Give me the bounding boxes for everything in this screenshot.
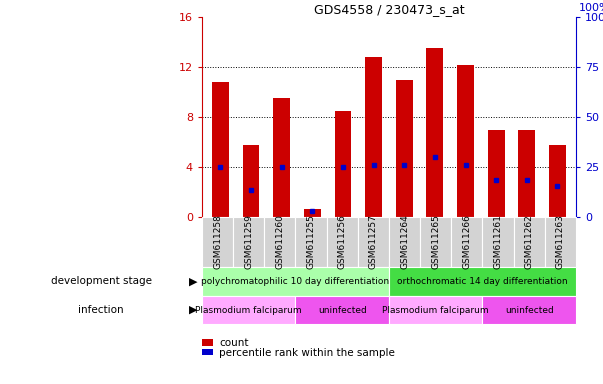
Bar [457, 65, 474, 217]
Text: GSM611257: GSM611257 [369, 215, 378, 269]
Bar [273, 98, 290, 217]
Text: ▶: ▶ [189, 305, 197, 315]
Text: 100%: 100% [579, 3, 603, 13]
Bar [519, 130, 535, 217]
Bar [426, 48, 443, 217]
Text: GSM611255: GSM611255 [306, 215, 315, 269]
Text: percentile rank within the sample: percentile rank within the sample [219, 348, 395, 358]
Title: GDS4558 / 230473_s_at: GDS4558 / 230473_s_at [314, 3, 464, 16]
Bar [488, 130, 505, 217]
Bar [335, 111, 352, 217]
Text: GSM611259: GSM611259 [244, 215, 253, 269]
Text: GSM611264: GSM611264 [400, 215, 409, 269]
Text: ▶: ▶ [189, 276, 197, 286]
Bar [242, 145, 259, 217]
Text: GSM611266: GSM611266 [463, 215, 472, 269]
Text: GSM611262: GSM611262 [525, 215, 534, 269]
Text: count: count [219, 338, 248, 348]
Bar [365, 57, 382, 217]
Text: GSM611265: GSM611265 [431, 215, 440, 269]
Text: uninfected: uninfected [318, 306, 367, 314]
Text: GSM611261: GSM611261 [493, 215, 502, 269]
Text: polychromatophilic 10 day differentiation: polychromatophilic 10 day differentiatio… [201, 277, 390, 286]
Text: orthochromatic 14 day differentiation: orthochromatic 14 day differentiation [397, 277, 567, 286]
Text: development stage: development stage [51, 276, 151, 286]
Bar [212, 82, 229, 217]
Text: GSM611256: GSM611256 [338, 215, 347, 269]
Bar [304, 210, 321, 217]
Text: GSM611260: GSM611260 [276, 215, 285, 269]
Bar [396, 80, 412, 217]
Text: Plasmodium falciparum: Plasmodium falciparum [382, 306, 489, 314]
Text: GSM611258: GSM611258 [213, 215, 222, 269]
Text: GSM611263: GSM611263 [556, 215, 565, 269]
Text: infection: infection [78, 305, 124, 315]
Text: uninfected: uninfected [505, 306, 554, 314]
Text: Plasmodium falciparum: Plasmodium falciparum [195, 306, 302, 314]
Bar [549, 145, 566, 217]
